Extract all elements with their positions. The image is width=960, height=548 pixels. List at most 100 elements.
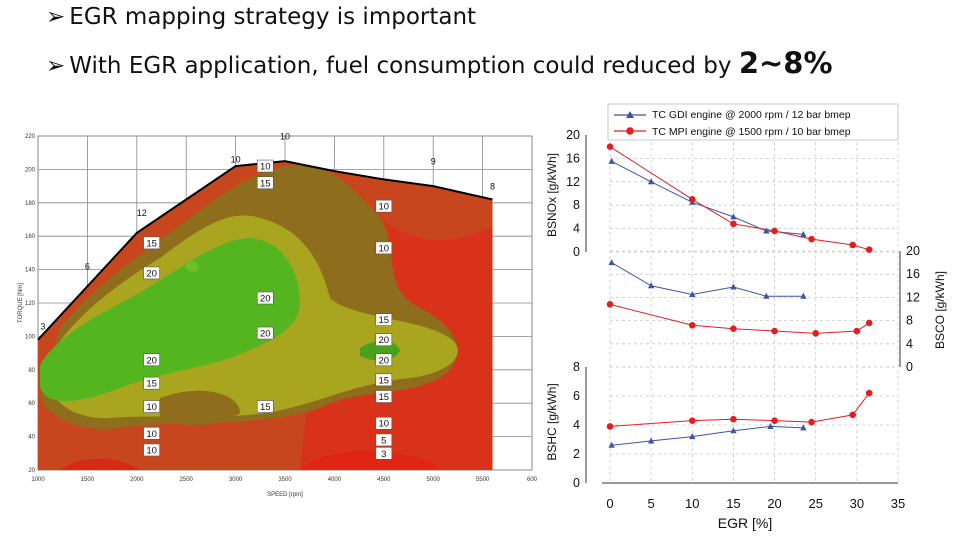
egr-panel2-gdi-point [647,437,655,444]
map-contour-label-box [375,373,393,387]
egr-x-tick-label: 30 [850,496,864,511]
map-contour-label-box [375,433,393,447]
egr-panel0-y-tick-label: 20 [566,128,580,142]
bullet-2-emphasis: 2~8% [738,46,833,80]
egr-panel0-gdi-point [800,230,807,237]
egr-panel2-mpi-point [849,411,857,419]
map-boundary-label: 8 [490,181,495,191]
map-contour-label: 20 [146,268,157,279]
map-contour-label: 20 [260,293,271,304]
egr-x-tick-label: 0 [606,496,613,511]
egr-axes: 0 5 10 15 20 25 30 35 0 4 8 12 16 20 0 4 8 12 16 20 0 2 4 6 8 [566,128,920,511]
egr-panel1-y-tick-label: 8 [906,314,913,328]
map-contour-label-box [143,426,160,440]
egr-panel2-y-tick-label: 4 [573,418,580,432]
map-boundary-label: 3 [40,322,45,332]
egr-panel0-y-tick-label: 12 [566,175,580,189]
map-contour-label-box [143,400,160,413]
map-contour-label: 15 [146,379,157,390]
egr-panel1-gdi-point [763,292,770,299]
map-y-tick-label: 160 [25,234,36,240]
egr-x-tick-label: 5 [648,496,655,511]
map-x-tick-label: 3000 [229,477,243,483]
legend-mpi-label: TC MPI engine @ 1500 rpm / 10 bar bmep [652,126,851,138]
map-contour-label: 10 [260,162,271,173]
map-boundary-label: 12 [137,208,147,218]
map-contour-label-box [256,159,274,173]
map-contour-label-box [143,266,160,280]
egr-panel1-gdi-point [647,282,655,289]
egr-panel0-y-tick-label: 4 [573,222,580,236]
map-x-tick-label: 2000 [130,477,144,483]
egr-panel0-gdi-point [608,157,615,164]
egr-x-tick-label: 20 [767,496,781,511]
bullet-2: ➢ With EGR application, fuel consumption … [46,46,833,80]
egr-panel0-gdi-point [647,178,655,185]
map-y-ticks: 20 40 60 80 100 120 140 160 180 200 220 [25,134,36,474]
egr-panel1-mpi-point [730,325,737,333]
egr-x-tick-label: 25 [808,496,822,511]
egr-panel1-mpi-point [606,301,614,308]
map-contour-label: 15 [260,178,271,189]
map-boundary-label: 10 [231,155,241,165]
region-red-bottomleft [60,458,140,470]
egr-panel0-mpi-point [849,241,857,249]
egr-x-axis-label: EGR [%] [718,515,772,531]
egr-panel2-mpi-point [865,389,873,397]
map-boundary-labels: 3 6 12 10 10 9 8 [40,131,495,331]
egr-panel1-y-tick-label: 4 [906,337,913,351]
egr-panel1-y-tick-label: 0 [906,360,913,374]
map-y-tick-label: 80 [28,368,35,374]
map-x-tick-label: 2500 [180,477,194,483]
egr-panel1-gdi-point [608,259,615,266]
bsnox-axis-label: BSNOx [g/kWh] [545,153,559,237]
egr-panel2-gdi-point [689,433,696,440]
map-contour-label: 10 [146,429,157,440]
region-olive-lower [160,390,240,425]
map-contour-label-box [143,353,160,367]
egr-panel2-mpi-point [771,417,778,424]
egr-panel2-gdi-point [608,441,615,448]
egr-panel1-y-tick-label: 12 [906,290,920,304]
map-contour-label: 20 [260,329,271,340]
map-contour-label-box [375,199,393,213]
egr-panel0-mpi-point [688,196,696,203]
bullet-1: ➢ EGR mapping strategy is important [46,4,476,30]
egr-panel2-y-tick-label: 2 [573,447,580,461]
map-y-tick-label: 100 [25,334,36,340]
map-contour-label-box [256,291,274,305]
map-y-tick-label: 220 [25,134,36,140]
egr-panel1-gdi-line [611,262,804,297]
egr-panel1-mpi-point [865,319,873,327]
egr-panel0-mpi-point [730,220,737,228]
egr-panel1-mpi-line [609,303,870,334]
legend-mpi-marker-icon [626,127,634,135]
map-contour-label: 20 [379,355,390,366]
map-contour-label: 3 [381,449,386,460]
egr-panel1-gdi-point [730,283,737,290]
map-contour-label: 10 [146,445,157,456]
map-contour-label: 15 [379,392,390,403]
egr-panel0-mpi-point [808,235,815,243]
egr-panel2-gdi-line [611,425,804,446]
egr-panel2-gdi-point [767,422,774,429]
egr-x-tick-label: 35 [891,496,905,511]
map-contour-label-box [143,376,160,390]
map-contour-label-box [375,446,393,460]
egr-panel2-mpi-point [688,417,696,424]
map-y-tick-label: 40 [28,435,35,441]
region-red-bottom [300,450,440,470]
map-contour-label-box [375,333,393,347]
map-contour-label: 15 [379,375,390,386]
egr-panel1-gdi-point [800,292,807,299]
egr-series [606,143,873,448]
map-contour-label-box [256,400,274,413]
map-contour-label-box [256,326,274,340]
egr-panel0-gdi-point [763,227,770,234]
map-boundary-label: 10 [280,131,290,141]
egr-x-tick-label: 10 [685,496,699,511]
map-x-tick-label: 5500 [476,477,490,483]
egr-panel0-mpi-point [771,227,778,235]
map-x-tick-label: 5000 [427,477,441,483]
